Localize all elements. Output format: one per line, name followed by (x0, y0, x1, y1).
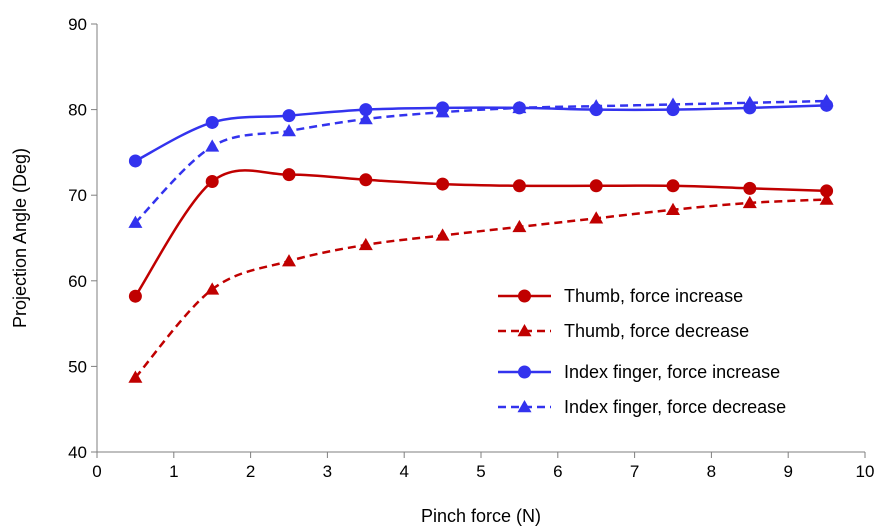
data-point (742, 195, 757, 209)
legend-label: Index finger, force increase (564, 362, 780, 382)
data-point (666, 202, 680, 216)
data-point (358, 237, 373, 251)
data-point (282, 254, 296, 267)
data-point (589, 211, 604, 224)
data-point (743, 181, 757, 195)
legend-marker (517, 400, 532, 413)
x-tick-label: 9 (783, 462, 792, 481)
data-point (358, 112, 373, 125)
y-tick-label: 80 (68, 101, 87, 120)
legend: Thumb, force increase Thumb, force decrea… (498, 286, 786, 417)
x-tick-label: 8 (707, 462, 716, 481)
data-point (128, 289, 142, 303)
data-point (128, 215, 143, 228)
data-point (205, 115, 219, 129)
series-4 (128, 94, 834, 228)
series-2 (128, 192, 834, 383)
legend-label: Thumb, force decrease (564, 321, 749, 341)
x-tick-label: 2 (246, 462, 255, 481)
data-point (589, 99, 604, 112)
legend-marker (518, 289, 531, 303)
data-point (282, 124, 296, 137)
data-point (666, 179, 680, 193)
legend-marker (518, 365, 531, 379)
y-tick-label: 50 (68, 357, 87, 376)
data-point (205, 282, 220, 295)
x-tick-label: 5 (476, 462, 485, 481)
legend-marker (517, 324, 532, 337)
legend-item: Index finger, force increase (498, 362, 780, 382)
x-tick-label: 1 (169, 462, 178, 481)
legend-label: Thumb, force increase (564, 286, 743, 306)
data-point (359, 103, 373, 117)
data-point (589, 179, 603, 193)
x-tick-label: 4 (399, 462, 408, 481)
data-point (282, 109, 296, 123)
data-point (436, 177, 450, 191)
legend-item: Thumb, force increase (498, 286, 743, 306)
data-point (666, 97, 680, 110)
series-layer (128, 94, 834, 383)
data-point (205, 139, 220, 152)
data-point (512, 219, 527, 233)
y-tick-label: 90 (68, 15, 87, 34)
data-point (512, 100, 527, 114)
data-point (819, 94, 834, 107)
series-line (134, 104, 827, 163)
data-point (512, 179, 526, 193)
data-point (128, 154, 142, 168)
y-tick-label: 40 (68, 443, 87, 462)
y-axis-title: Projection Angle (Deg) (10, 148, 30, 328)
x-axis-title: Pinch force (N) (421, 506, 541, 526)
y-tick-label: 60 (68, 272, 87, 291)
x-tick-label: 6 (553, 462, 562, 481)
x-tick-label: 7 (630, 462, 639, 481)
data-point (205, 175, 219, 189)
data-point (820, 184, 834, 198)
data-point (435, 228, 450, 241)
series-line (134, 99, 827, 224)
legend-item: Index finger, force decrease (498, 397, 786, 417)
x-tick-label: 0 (92, 462, 101, 481)
data-point (435, 105, 450, 118)
series-line (134, 169, 827, 297)
data-point (359, 173, 373, 187)
x-tick-label: 10 (856, 462, 875, 481)
y-tick-label: 70 (68, 186, 87, 205)
series-1 (128, 168, 834, 303)
axes: 40 50 60 70 80 90 0 1 2 3 4 5 6 7 8 9 10 (68, 15, 874, 481)
series-line (134, 198, 827, 379)
x-tick-label: 3 (323, 462, 332, 481)
data-point (819, 192, 834, 205)
legend-item: Thumb, force decrease (498, 321, 749, 341)
data-point (742, 95, 757, 109)
legend-label: Index finger, force decrease (564, 397, 786, 417)
data-point (128, 370, 143, 383)
data-point (282, 168, 296, 182)
